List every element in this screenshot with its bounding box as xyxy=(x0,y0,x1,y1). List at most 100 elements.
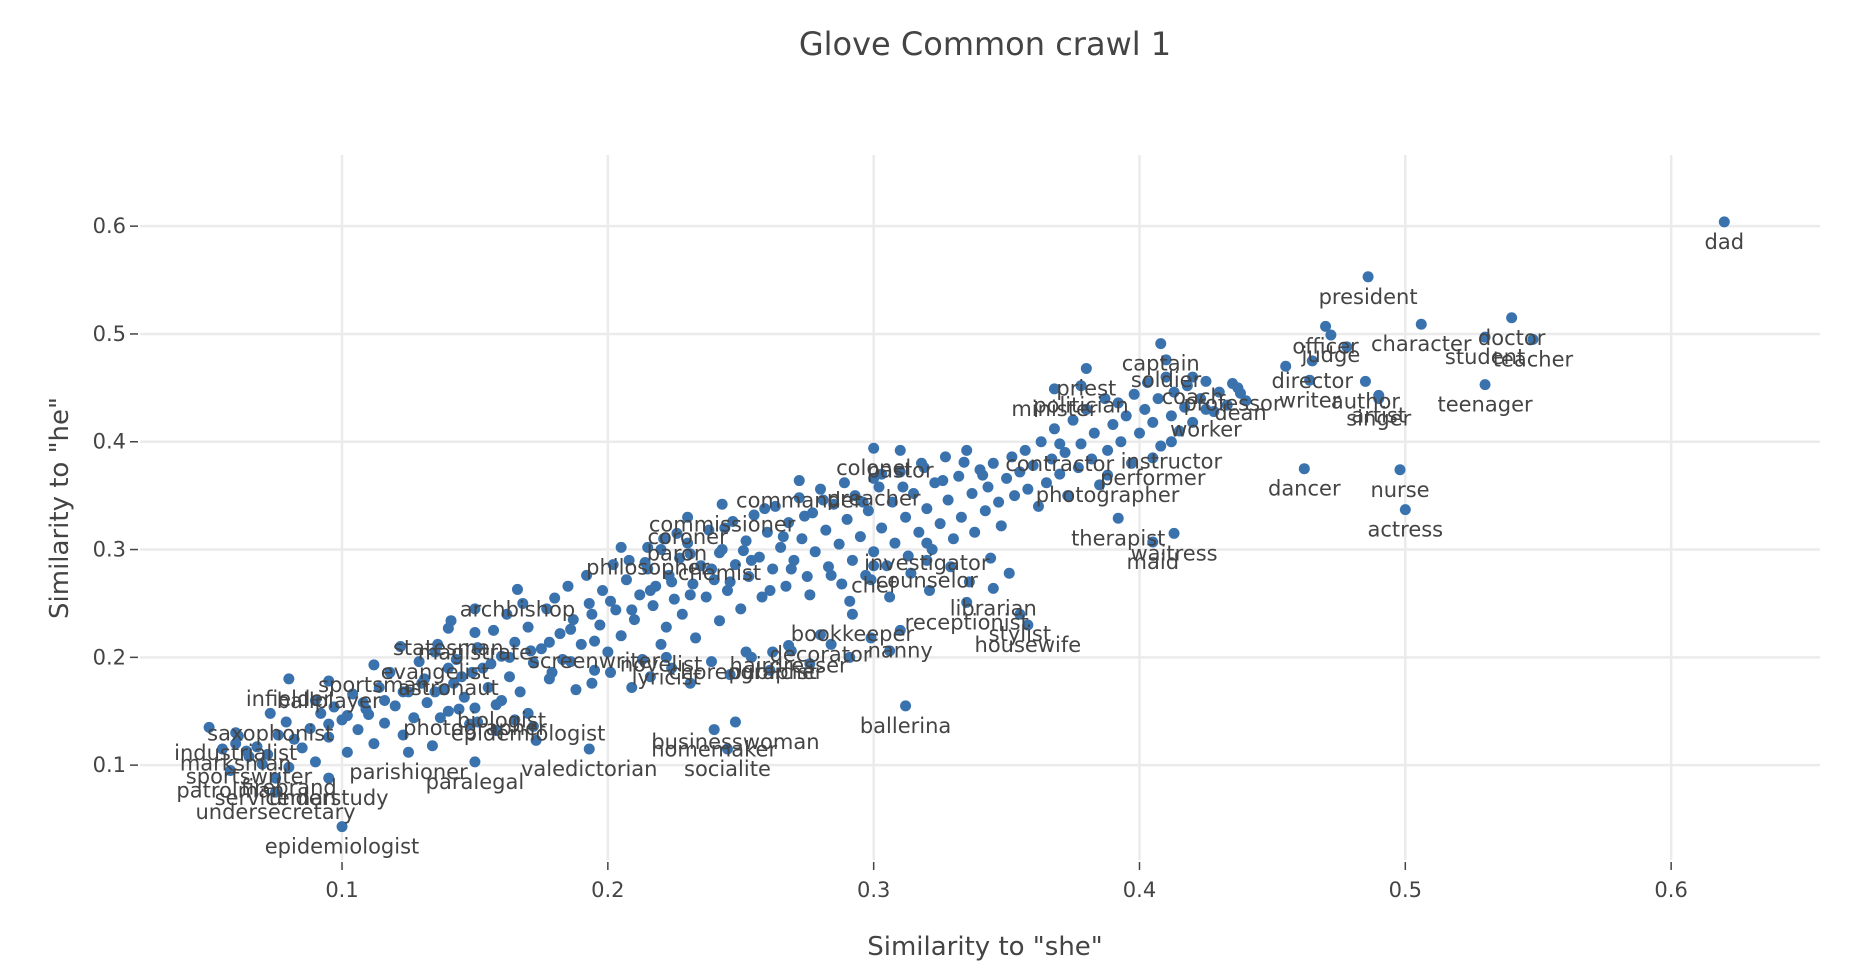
point-label: chef xyxy=(851,574,897,598)
y-tick-label: 0.5 xyxy=(93,322,126,346)
data-point xyxy=(288,733,300,745)
data-point xyxy=(565,656,577,668)
data-point xyxy=(1479,331,1491,343)
data-point xyxy=(434,712,446,724)
data-point xyxy=(323,675,335,687)
data-point xyxy=(1054,468,1066,480)
data-point xyxy=(783,639,795,651)
data-point xyxy=(945,561,957,573)
data-point xyxy=(216,743,228,755)
data-point xyxy=(472,642,484,654)
data-point xyxy=(389,700,401,712)
data-point xyxy=(761,526,773,538)
data-point xyxy=(360,703,372,715)
data-point xyxy=(620,574,632,586)
point-label: professor xyxy=(1184,392,1282,416)
data-point xyxy=(913,526,925,538)
point-label: counselor xyxy=(876,568,979,592)
y-tick-label: 0.4 xyxy=(93,430,126,454)
data-point xyxy=(942,494,954,506)
data-point xyxy=(721,743,733,755)
data-point xyxy=(1014,466,1026,478)
data-point xyxy=(469,702,481,714)
data-point xyxy=(373,682,385,694)
point-label: hairdresser xyxy=(730,653,849,677)
data-point xyxy=(1099,393,1111,405)
point-label: contractor xyxy=(1005,452,1114,476)
data-point xyxy=(1120,410,1132,422)
data-point xyxy=(511,583,523,595)
data-point xyxy=(597,585,609,597)
data-point xyxy=(865,574,877,586)
data-point xyxy=(881,560,893,572)
data-point xyxy=(522,621,534,633)
data-point xyxy=(280,716,292,728)
data-point xyxy=(341,746,353,758)
point-label: teacher xyxy=(1493,347,1574,371)
data-point xyxy=(713,615,725,627)
data-point xyxy=(309,694,321,706)
data-point xyxy=(706,656,718,668)
y-axis-title: Similarity to "he" xyxy=(45,397,75,619)
data-point xyxy=(1362,271,1374,283)
data-point xyxy=(767,563,779,575)
data-point xyxy=(469,627,481,639)
data-point xyxy=(397,686,409,698)
data-point xyxy=(727,516,739,528)
data-point xyxy=(1075,380,1087,392)
data-point xyxy=(458,691,470,703)
data-point xyxy=(1165,436,1177,448)
point-label: marksman xyxy=(180,752,292,776)
data-point xyxy=(937,475,949,487)
data-point xyxy=(796,533,808,545)
data-point xyxy=(1139,403,1151,415)
data-point xyxy=(527,657,539,669)
data-point xyxy=(849,490,861,502)
data-point xyxy=(594,619,606,631)
data-point xyxy=(270,786,282,798)
data-point xyxy=(530,734,542,746)
data-point xyxy=(1032,500,1044,512)
data-points xyxy=(203,216,1730,833)
data-point xyxy=(793,492,805,504)
point-label: teenager xyxy=(1437,393,1533,417)
data-point xyxy=(1320,320,1332,332)
data-point xyxy=(368,659,380,671)
data-point xyxy=(987,582,999,594)
data-point xyxy=(666,662,678,674)
point-label: sportsman xyxy=(318,673,430,697)
data-point xyxy=(905,567,917,579)
data-point xyxy=(1187,371,1199,383)
data-point xyxy=(921,503,933,515)
point-label: preacher xyxy=(827,486,921,510)
point-label: chemist xyxy=(678,561,761,585)
data-point xyxy=(636,653,648,665)
data-point xyxy=(815,483,827,495)
data-point xyxy=(456,671,468,683)
y-tick-label: 0.6 xyxy=(93,214,126,238)
data-point xyxy=(583,743,595,755)
point-label: ballerina xyxy=(860,714,951,738)
point-label: soldier xyxy=(1131,368,1202,392)
data-point xyxy=(783,517,795,529)
data-point xyxy=(841,513,853,525)
data-point xyxy=(836,578,848,590)
data-point xyxy=(1394,464,1406,476)
point-label: nurse xyxy=(1370,478,1429,502)
data-point xyxy=(708,724,720,736)
data-point xyxy=(844,651,856,663)
data-point xyxy=(1059,447,1071,459)
data-point xyxy=(1304,374,1316,386)
point-label: epidemiologist xyxy=(451,721,606,745)
data-point xyxy=(684,548,696,560)
data-point xyxy=(801,570,813,582)
data-point xyxy=(740,646,752,658)
data-point xyxy=(828,498,840,510)
data-point xyxy=(1014,608,1026,620)
data-point xyxy=(793,475,805,487)
data-point xyxy=(1200,403,1212,415)
y-tick-labels: 0.1 0.2 0.3 0.4 0.5 0.6 xyxy=(93,214,138,777)
data-point xyxy=(647,600,659,612)
data-point xyxy=(1221,399,1233,411)
point-label: photographer xyxy=(1036,483,1180,507)
